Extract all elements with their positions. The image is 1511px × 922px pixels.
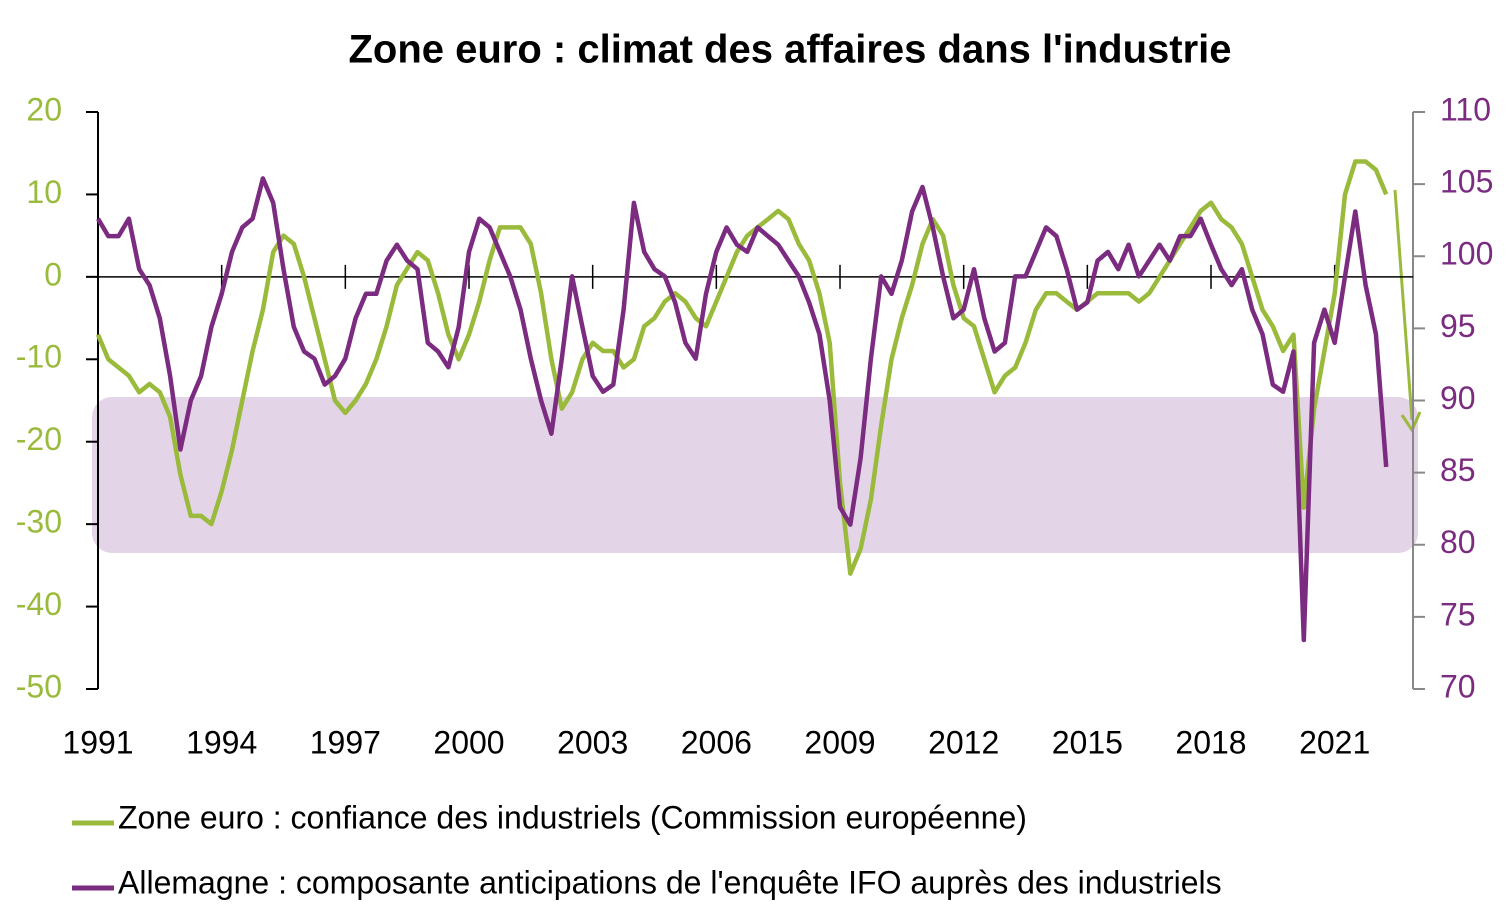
y-tick-label: -50 [16, 668, 62, 704]
y2-tick-label: 95 [1440, 308, 1476, 344]
highlight-band [92, 397, 1418, 553]
x-tick-label: 2009 [804, 724, 875, 760]
series-line [96, 176, 1389, 643]
x-tick-label: 2015 [1052, 724, 1123, 760]
x-tick-label: 2006 [681, 724, 752, 760]
y-tick-label: 10 [26, 174, 62, 210]
y-tick-label: -40 [16, 586, 62, 622]
trend-arrow [1393, 189, 1414, 421]
x-tick-label: 1994 [186, 724, 257, 760]
x-tick-label: 2012 [928, 724, 999, 760]
y-tick-label: 20 [26, 91, 62, 127]
y-tick-label: -10 [16, 339, 62, 375]
y2-tick-label: 75 [1440, 596, 1476, 632]
x-tick-label: 2021 [1299, 724, 1370, 760]
y-tick-label: -30 [16, 504, 62, 540]
y2-tick-label: 110 [1440, 91, 1491, 127]
y-tick-label: 0 [44, 256, 62, 292]
x-tick-label: 2000 [433, 724, 504, 760]
y2-tick-label: 85 [1440, 452, 1476, 488]
x-tick-label: 2003 [557, 724, 628, 760]
x-tick-label: 2018 [1175, 724, 1246, 760]
y2-tick-label: 80 [1440, 524, 1476, 560]
y2-tick-label: 100 [1440, 236, 1493, 272]
y2-tick-label: 90 [1440, 380, 1476, 416]
legend-label: Zone euro : confiance des industriels (C… [118, 799, 1027, 835]
chart-title: Zone euro : climat des affaires dans l'i… [348, 28, 1231, 72]
x-tick-label: 1991 [62, 724, 133, 760]
x-tick-label: 1997 [310, 724, 381, 760]
y2-tick-label: 70 [1440, 668, 1476, 704]
y2-tick-label: 105 [1440, 164, 1493, 200]
y-tick-label: -20 [16, 421, 62, 457]
legend-label: Allemagne : composante anticipations de … [118, 864, 1222, 900]
